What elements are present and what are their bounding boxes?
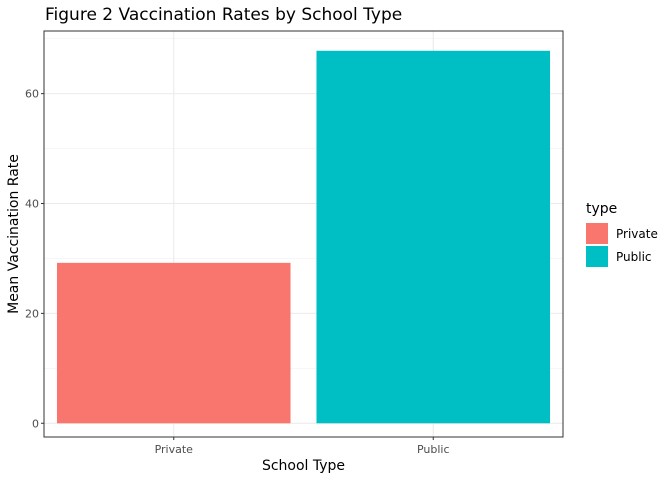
bar-public	[316, 50, 551, 424]
y-axis: 0 20 40 60	[25, 88, 44, 430]
legend-items: Private Public	[586, 223, 658, 267]
x-axis-title: School Type	[262, 458, 345, 474]
x-tick-label: Public	[417, 443, 450, 456]
y-tick-label: 20	[25, 307, 39, 320]
legend-label-public: Public	[616, 250, 652, 264]
legend: type Private Public	[586, 201, 658, 267]
chart-title: Figure 2 Vaccination Rates by School Typ…	[45, 5, 402, 25]
legend-label-private: Private	[616, 227, 658, 241]
bars	[56, 50, 551, 424]
bar-private	[56, 262, 291, 424]
x-axis: Private Public	[155, 437, 450, 456]
legend-title: type	[586, 201, 617, 217]
y-tick-label: 0	[32, 417, 39, 430]
plot-border	[43, 30, 564, 438]
x-tick-label: Private	[155, 443, 194, 456]
legend-key-private	[586, 223, 608, 244]
legend-key-public	[586, 246, 608, 267]
y-tick-label: 60	[25, 88, 39, 101]
y-axis-title: Mean Vaccination Rate	[6, 154, 22, 314]
y-tick-label: 40	[25, 198, 39, 211]
